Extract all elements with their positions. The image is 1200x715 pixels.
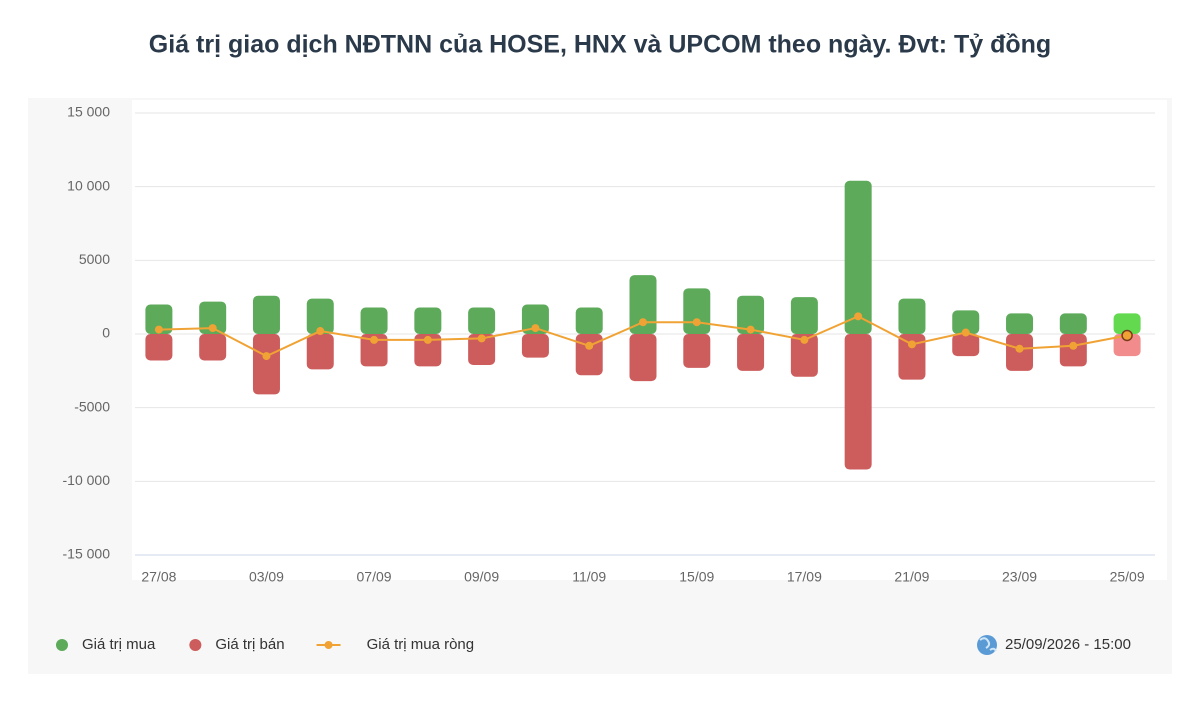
net-point [154, 325, 163, 334]
bar [737, 334, 765, 371]
timestamp: 25/09/2026 - 15:00 [1005, 636, 1131, 653]
bar [521, 334, 549, 358]
bar [145, 304, 173, 334]
y-tick-label: -5000 [74, 398, 110, 414]
x-tick-label: 11/09 [572, 569, 606, 585]
chart-title: Giá trị giao dịch NĐTNN của HOSE, HNX và… [149, 31, 1051, 59]
y-tick-label: 0 [102, 325, 110, 341]
net-point [477, 334, 486, 343]
legend-label: Giá trị bán [215, 636, 284, 653]
bar [898, 298, 926, 334]
x-tick-label: 27/08 [141, 569, 176, 585]
y-tick-label: -10 000 [63, 472, 111, 488]
net-point [262, 352, 271, 361]
legend-marker [324, 641, 333, 649]
bar [952, 334, 980, 357]
net-point [585, 341, 594, 350]
bar [468, 307, 496, 334]
bar [790, 297, 818, 334]
bar [306, 298, 334, 334]
bar [1113, 334, 1141, 357]
y-tick-label: 15 000 [67, 104, 110, 120]
legend-label: Giá trị mua ròng [367, 636, 475, 653]
bar [575, 334, 603, 376]
bar [898, 334, 926, 380]
net-point [854, 312, 863, 321]
bar [575, 307, 603, 334]
bar [199, 334, 227, 361]
x-tick-label: 17/09 [787, 569, 822, 585]
bar [790, 334, 818, 377]
bar [252, 295, 280, 334]
y-tick-label: 5000 [79, 251, 110, 267]
bar [683, 288, 711, 334]
bar [360, 334, 388, 367]
bar [737, 295, 765, 334]
bar [629, 275, 657, 334]
bar [1059, 313, 1087, 334]
net-point [531, 324, 540, 333]
bar [199, 301, 227, 334]
net-point [1069, 341, 1078, 350]
bar [629, 334, 657, 382]
y-tick-label: -15 000 [63, 546, 111, 562]
net-point [1121, 329, 1133, 342]
bar [521, 304, 549, 334]
x-tick-label: 25/09 [1110, 569, 1145, 585]
bar [1006, 313, 1034, 334]
bar [844, 180, 872, 334]
net-point [1015, 344, 1024, 353]
net-point [692, 318, 701, 327]
globe-icon [977, 635, 997, 655]
net-point [907, 340, 916, 349]
net-point [370, 335, 379, 344]
net-point [639, 318, 647, 327]
x-tick-label: 23/09 [1002, 569, 1037, 585]
bar [414, 307, 442, 334]
x-tick-label: 15/09 [679, 569, 714, 585]
net-point [208, 324, 217, 333]
net-point [800, 335, 809, 344]
bar [952, 310, 980, 334]
bar [145, 334, 173, 361]
bar [844, 334, 872, 470]
legend-marker [189, 639, 202, 651]
legend-marker [56, 639, 68, 651]
x-tick-label: 09/09 [464, 569, 499, 585]
net-point [423, 335, 432, 344]
legend-label: Giá trị mua [82, 636, 156, 653]
x-tick-label: 03/09 [249, 569, 284, 585]
x-tick-label: 07/09 [357, 569, 392, 585]
bar [683, 334, 711, 368]
net-point [746, 325, 755, 334]
y-tick-label: 10 000 [67, 177, 110, 193]
x-tick-label: 21/09 [894, 569, 929, 585]
net-point [961, 328, 970, 337]
bar [1059, 334, 1087, 367]
bar [468, 334, 496, 365]
bar [1113, 313, 1141, 334]
bar [306, 334, 334, 370]
bar [360, 307, 388, 334]
net-point [316, 327, 325, 336]
bar [252, 334, 280, 395]
bar [414, 334, 442, 367]
